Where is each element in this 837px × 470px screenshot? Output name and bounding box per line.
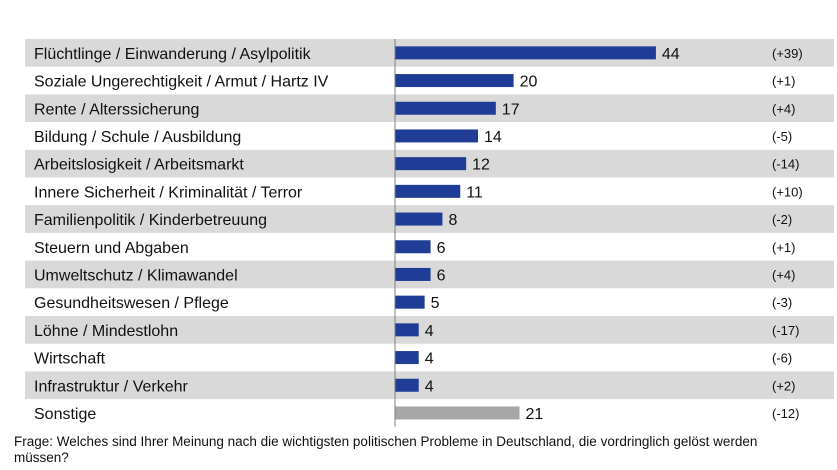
value-label: 4 <box>425 378 434 395</box>
change-label: (-6) <box>772 351 792 366</box>
value-label: 44 <box>662 46 680 63</box>
change-label: (+1) <box>772 240 795 255</box>
value-label: 4 <box>425 351 434 368</box>
change-label: (+2) <box>772 378 795 393</box>
bar <box>395 101 496 115</box>
value-label: 11 <box>466 184 483 201</box>
change-label: (-12) <box>772 406 799 421</box>
bar <box>395 157 467 171</box>
change-label: (+10) <box>772 184 803 199</box>
category-label: Arbeitslosigkeit / Arbeitsmarkt <box>34 157 244 174</box>
footnote-question: Frage: Welches sind Ihrer Meinung nach d… <box>14 434 758 465</box>
change-labels: (+39) (+1) (+4) (-5) (-14) (+10) (-2) (+1) (+4) (… <box>772 46 803 421</box>
change-label: (+4) <box>772 101 795 116</box>
category-label: Soziale Ungerechtigkeit / Armut / Hartz … <box>34 74 329 91</box>
row-band <box>25 371 834 400</box>
bar <box>395 406 520 420</box>
value-label: 6 <box>437 267 446 284</box>
category-label: Infrastruktur / Verkehr <box>34 378 189 395</box>
bars <box>395 46 656 420</box>
bar <box>395 323 419 337</box>
bar <box>395 129 479 143</box>
row-band <box>25 316 834 344</box>
change-label: (-2) <box>772 212 792 227</box>
bar <box>395 351 419 365</box>
bar <box>395 378 419 392</box>
value-label: 6 <box>437 240 446 257</box>
change-label: (-14) <box>772 157 799 172</box>
category-label: Flüchtlinge / Einwanderung / Asylpolitik <box>34 46 312 63</box>
bar <box>395 267 431 281</box>
change-label: (-5) <box>772 129 792 144</box>
category-label: Wirtschaft <box>34 351 106 368</box>
category-label: Bildung / Schule / Ausbildung <box>34 129 241 146</box>
value-label: 12 <box>472 157 490 174</box>
change-label: (-3) <box>772 295 792 310</box>
category-label: Sonstige <box>34 406 96 423</box>
value-label: 4 <box>425 323 434 340</box>
category-label: Rente / Alterssicherung <box>34 101 199 118</box>
category-label: Innere Sicherheit / Kriminalität / Terro… <box>34 184 303 201</box>
category-labels: Flüchtlinge / Einwanderung / Asylpolitik… <box>34 46 329 423</box>
value-label: 5 <box>431 295 440 312</box>
value-label: 14 <box>484 129 502 146</box>
change-label: (+1) <box>772 74 795 89</box>
bar <box>395 74 514 88</box>
change-label: (+4) <box>772 267 795 282</box>
category-label: Umweltschutz / Klimawandel <box>34 267 238 284</box>
bar <box>395 240 431 254</box>
category-label: Löhne / Mindestlohn <box>34 323 178 340</box>
value-label: 17 <box>502 101 520 118</box>
change-label: (+39) <box>772 46 803 61</box>
bar <box>395 295 425 309</box>
category-label: Steuern und Abgaben <box>34 240 189 257</box>
bar <box>395 46 656 60</box>
value-label: 20 <box>520 74 538 91</box>
category-label: Gesundheitswesen / Pflege <box>34 295 229 312</box>
bar <box>395 212 443 226</box>
value-label: 8 <box>448 212 457 229</box>
bar <box>395 184 461 198</box>
bar-chart: Flüchtlinge / Einwanderung / Asylpolitik… <box>25 39 834 427</box>
change-label: (-17) <box>772 323 799 338</box>
category-label: Familienpolitik / Kinderbetreuung <box>34 212 267 229</box>
value-label: 21 <box>526 406 544 423</box>
